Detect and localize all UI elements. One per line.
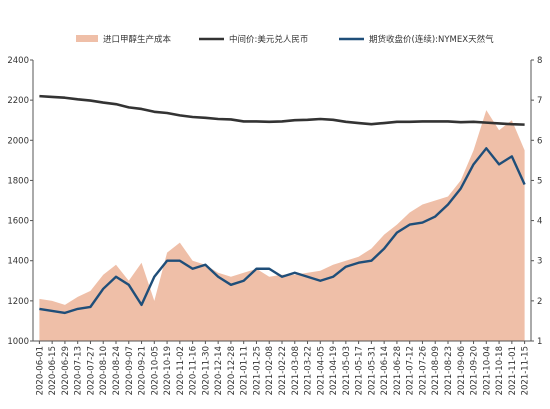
x-tick-label: 2020-08-10	[99, 346, 109, 395]
series-line-ng	[39, 147, 526, 315]
x-tick-label: 2021-02-08	[265, 346, 275, 395]
x-tick-label: 2021-05-03	[342, 346, 352, 395]
y-left-tick-label: 2000	[7, 136, 29, 146]
y-left-tick-label: 1200	[7, 297, 29, 307]
legend-label-cost: 进口甲醇生产成本	[103, 34, 172, 45]
x-tick-label: 2021-08-23	[444, 346, 454, 395]
x-tick-label: 2021-07-26	[418, 346, 428, 395]
x-tick-label: 2020-09-21	[138, 346, 148, 395]
x-tick-label: 2021-03-08	[291, 346, 301, 395]
x-tick-label: 2021-11-15	[521, 346, 531, 395]
x-tick-label: 2021-09-20	[470, 346, 480, 395]
legend-swatch-cost	[76, 35, 98, 42]
x-tick-label: 2021-09-06	[457, 346, 467, 395]
x-tick-label: 2021-01-25	[252, 346, 262, 395]
x-tick-label: 2021-06-14	[380, 346, 390, 395]
x-tick-label: 2020-10-19	[163, 346, 173, 395]
x-tick-label: 2020-08-24	[112, 346, 122, 395]
y-left-tick-label: 2400	[7, 56, 29, 66]
legend: 进口甲醇生产成本 中间价:美元兑人民币 期货收盘价(连续):NYMEX天然气	[76, 34, 494, 45]
y-right-tick-label: 3	[537, 257, 542, 267]
legend-label-ng: 期货收盘价(连续):NYMEX天然气	[369, 34, 494, 45]
y-right-tick-label: 4	[537, 217, 542, 227]
x-tick-label: 2021-02-22	[278, 346, 288, 395]
y-left-tick-label: 1400	[7, 257, 29, 267]
x-tick-label: 2020-10-05	[150, 346, 160, 395]
y-right-tick-label: 5	[537, 176, 542, 186]
series-line-fx	[39, 94, 525, 126]
x-tick-label: 2020-06-01	[35, 346, 45, 395]
x-tick-label: 2021-11-01	[508, 346, 518, 395]
x-tick-label: 2020-11-30	[201, 346, 211, 395]
x-tick-label: 2020-11-16	[189, 346, 199, 395]
x-tick-label: 2021-01-11	[240, 346, 250, 395]
y-right-tick-label: 7	[537, 96, 542, 106]
x-tick-label: 2021-05-17	[355, 346, 365, 395]
x-tick-label: 2021-05-31	[367, 346, 377, 395]
x-tick-label: 2021-10-04	[482, 346, 492, 395]
legend-label-fx: 中间价:美元兑人民币	[229, 34, 308, 45]
y-right-tick-label: 6	[537, 136, 542, 146]
y-axis-right: 1 2 3 4 5 6 7 8	[530, 56, 542, 347]
x-tick-label: 2020-07-27	[86, 346, 96, 395]
x-tick-label: 2021-10-18	[495, 346, 505, 395]
x-tick-label: 2020-12-28	[227, 346, 237, 395]
y-right-tick-label: 1	[537, 337, 542, 347]
y-left-tick-label: 1600	[7, 217, 29, 227]
x-tick-label: 2020-06-15	[48, 346, 58, 395]
x-tick-label: 2021-07-12	[406, 346, 416, 395]
x-tick-label: 2021-03-22	[304, 346, 314, 395]
x-tick-label: 2020-11-02	[176, 346, 186, 395]
x-tick-label: 2021-04-05	[316, 346, 326, 395]
x-tick-label: 2021-08-09	[431, 346, 441, 395]
series-area-cost	[39, 110, 525, 341]
y-left-tick-label: 1000	[7, 337, 29, 347]
y-left-tick-label: 2200	[7, 96, 29, 106]
x-tick-label: 2020-09-07	[125, 346, 135, 395]
y-right-tick-label: 8	[537, 56, 542, 66]
x-tick-label: 2021-04-19	[329, 346, 339, 395]
x-axis: 2020-06-01 2020-06-15 2020-06-29 2020-07-13…	[33, 340, 531, 395]
y-axis-left: 1000 1200 1400 1600 1800 2000 2200 2400	[7, 56, 34, 347]
plot-area	[39, 94, 526, 341]
x-tick-label: 2020-06-29	[61, 346, 71, 395]
x-tick-label: 2020-12-14	[214, 346, 224, 395]
y-right-tick-label: 2	[537, 297, 542, 307]
x-tick-label: 2021-06-28	[393, 346, 403, 395]
y-left-tick-label: 1800	[7, 176, 29, 186]
x-tick-label: 2020-07-13	[74, 346, 84, 395]
